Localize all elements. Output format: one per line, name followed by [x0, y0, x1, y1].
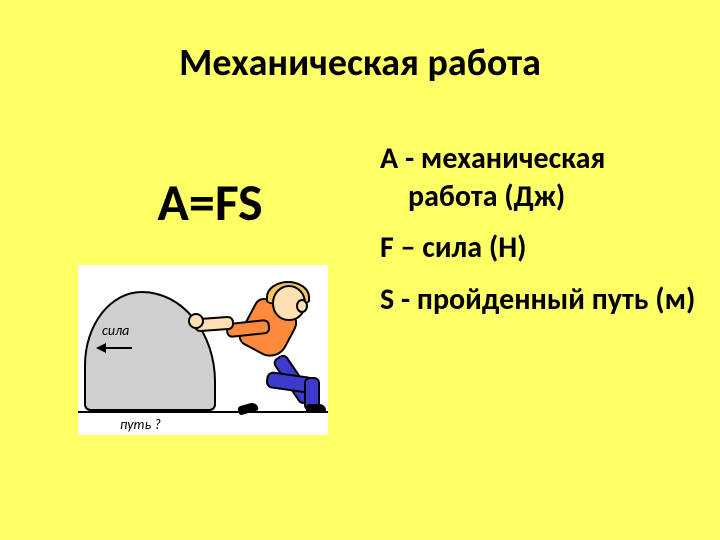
slide: Механическая работа А=FS сила путь ? А — [0, 0, 720, 540]
path-label: путь ? — [120, 416, 161, 433]
definition-f: F – сила (Н) — [380, 229, 700, 267]
force-label: сила — [102, 322, 129, 339]
formula: А=FS — [80, 170, 340, 234]
definition-s: S - пройденный путь (м) — [380, 281, 700, 319]
page-title: Механическая работа — [0, 40, 720, 86]
illustration: сила путь ? — [78, 265, 328, 435]
definition-a: А - механическая работа (Дж) — [380, 140, 700, 215]
person-icon — [198, 281, 318, 411]
ground-line — [78, 411, 328, 413]
definitions: А - механическая работа (Дж) F – сила (Н… — [380, 140, 700, 332]
force-arrow-icon — [96, 343, 132, 353]
